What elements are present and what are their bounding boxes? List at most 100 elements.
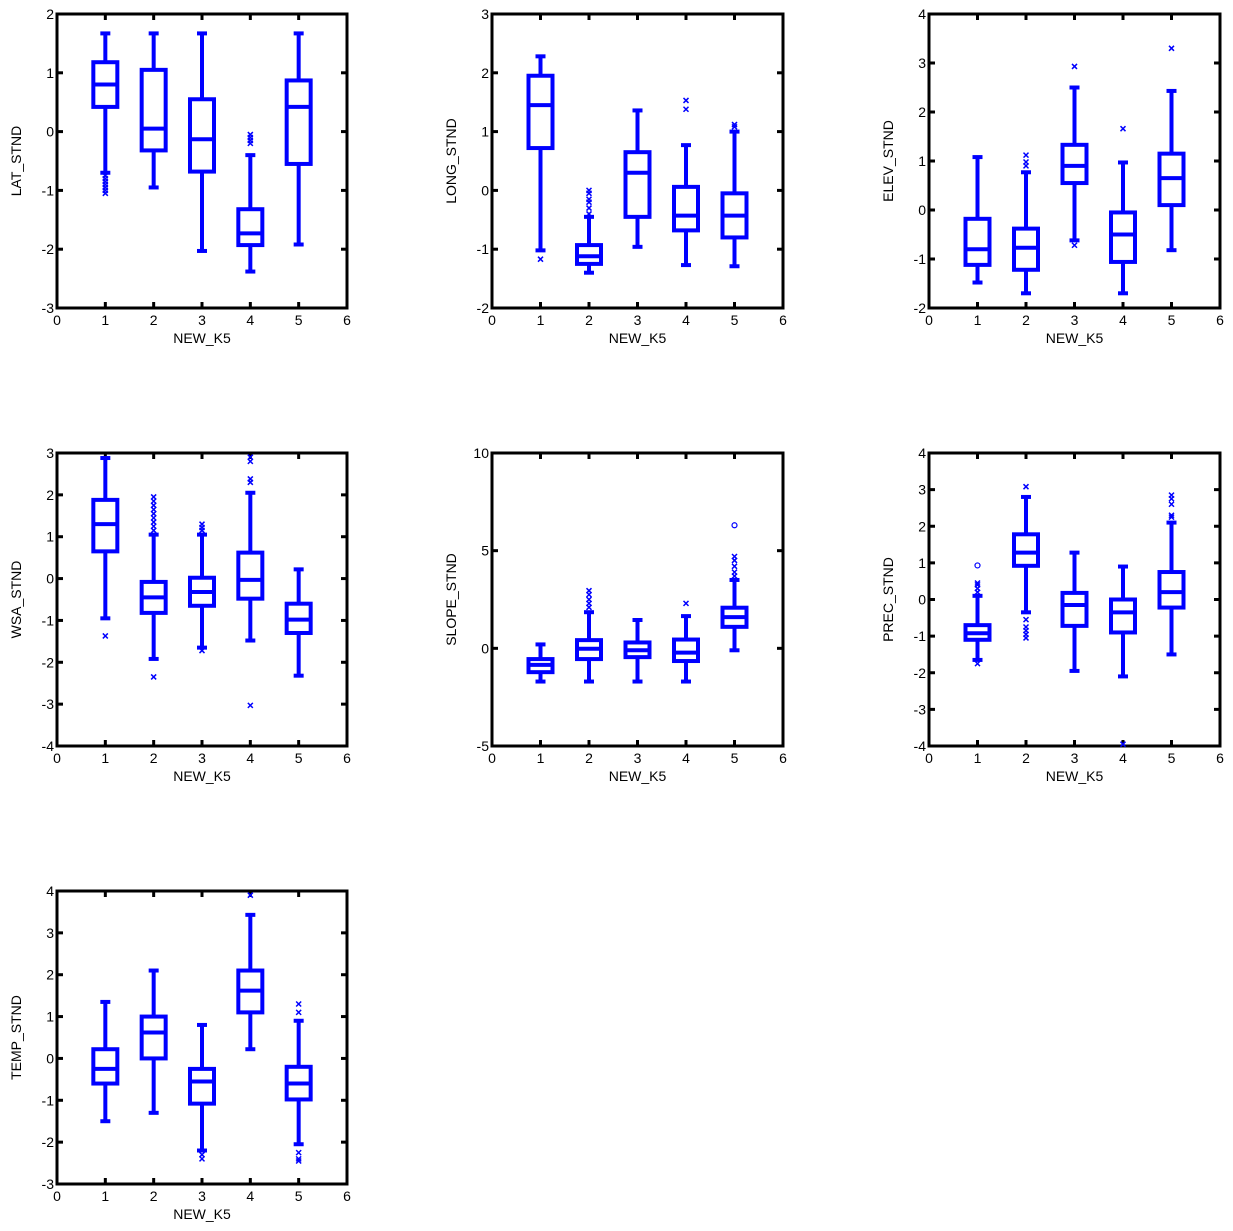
y-tick-label: -2 — [42, 654, 55, 670]
x-tick-label: 3 — [1071, 312, 1079, 328]
box-4 — [672, 97, 700, 268]
box-1 — [91, 999, 120, 1124]
outlier-point — [585, 187, 593, 194]
outlier-point — [198, 1155, 206, 1162]
x-tick-label: 3 — [198, 312, 206, 328]
y-tick-label: 4 — [46, 883, 54, 899]
y-tick-label: 1 — [46, 65, 54, 81]
x-tick-label: 0 — [488, 312, 496, 328]
iqr-box — [188, 1066, 216, 1106]
x-tick-label: 2 — [585, 750, 593, 766]
x-tick-label: 0 — [488, 750, 496, 766]
x-axis-label: NEW_K5 — [173, 768, 231, 784]
outlier-point — [247, 892, 254, 899]
x-tick-label: 1 — [101, 1188, 109, 1204]
outlier-point — [1168, 512, 1175, 519]
x-tick-label: 2 — [150, 1188, 158, 1204]
outlier-point — [295, 1155, 302, 1162]
outlier-point — [150, 673, 157, 680]
outlier-point — [1119, 741, 1127, 748]
iqr-box — [1109, 597, 1137, 635]
iqr-box — [91, 1047, 120, 1086]
outlier-point — [247, 475, 254, 482]
y-tick-label: 0 — [46, 124, 54, 140]
box-2 — [139, 968, 168, 1115]
y-tick-label: -2 — [914, 665, 927, 681]
outlier-point — [247, 702, 254, 709]
y-tick-label: 3 — [46, 445, 54, 461]
outlier-point — [974, 581, 981, 588]
box-3 — [623, 108, 652, 249]
x-tick-label: 2 — [1022, 312, 1030, 328]
outlier-point — [247, 140, 254, 147]
outlier-point — [1168, 501, 1175, 508]
x-tick-label: 2 — [150, 312, 158, 328]
box-3 — [623, 618, 652, 684]
box-5 — [1157, 492, 1186, 657]
x-tick-label: 5 — [731, 750, 739, 766]
y-tick-label: -4 — [914, 738, 927, 754]
outlier-point — [1022, 483, 1030, 490]
y-tick-label: -5 — [477, 738, 490, 754]
panel-7: 0 1 2 3 4 5 6 -3 -2 -1 0 1 2 3 4 NEW_K5 TEMP_STND — [8, 883, 351, 1222]
box-2 — [1012, 152, 1040, 296]
y-tick-label: -2 — [42, 241, 55, 257]
x-tick-label: 0 — [925, 750, 933, 766]
x-tick-label: 6 — [343, 750, 351, 766]
panel-2: 0 1 2 3 4 5 6 -2 -1 0 1 2 3 NEW_K5 LONG_STND — [443, 6, 787, 346]
box-3 — [188, 521, 216, 654]
box-5 — [284, 31, 313, 247]
x-tick-label: 6 — [343, 312, 351, 328]
panel-3: 0 1 2 3 4 5 6 -2 -1 0 1 2 3 4 NEW_K5 ELEV_STND — [880, 6, 1224, 346]
y-tick-label: 0 — [481, 182, 489, 198]
x-tick-label: 3 — [198, 1188, 206, 1204]
iqr-box — [1109, 210, 1137, 264]
box-2 — [139, 493, 168, 680]
y-tick-label: 0 — [481, 640, 489, 656]
y-tick-label: 1 — [46, 1009, 54, 1025]
outlier-point — [1168, 492, 1175, 499]
outlier-point — [731, 553, 738, 560]
y-tick-label: -1 — [42, 182, 55, 198]
x-tick-label: 6 — [779, 750, 787, 766]
x-tick-label: 6 — [779, 312, 787, 328]
x-tick-label: 0 — [53, 750, 61, 766]
outlier-point — [585, 587, 593, 594]
box-5 — [720, 121, 749, 269]
iqr-box — [672, 184, 700, 233]
x-axis-label: NEW_K5 — [1046, 768, 1104, 784]
box-3 — [1060, 63, 1089, 249]
y-tick-label: -1 — [914, 251, 927, 267]
outlier-point — [731, 569, 738, 576]
x-tick-label: 1 — [974, 312, 982, 328]
box-5 — [720, 522, 749, 653]
y-tick-label: 2 — [481, 65, 489, 81]
y-tick-label: -2 — [477, 300, 490, 316]
outlier-point — [1168, 514, 1175, 521]
box-2 — [575, 587, 603, 684]
x-axis-label: NEW_K5 — [1046, 330, 1104, 346]
box-5 — [284, 567, 313, 678]
x-tick-label: 1 — [101, 750, 109, 766]
iqr-box — [188, 97, 216, 174]
x-tick-label: 0 — [925, 312, 933, 328]
axes-frame — [55, 451, 349, 748]
outlier-point — [102, 190, 109, 197]
y-tick-label: 10 — [473, 445, 489, 461]
outlier-point — [731, 121, 738, 128]
y-tick-label: -1 — [914, 628, 927, 644]
y-tick-label: 2 — [46, 6, 54, 22]
y-axis-label: LAT_STND — [8, 126, 24, 197]
y-tick-label: -3 — [42, 1176, 55, 1192]
y-tick-label: 2 — [46, 487, 54, 503]
outlier-point — [585, 596, 593, 603]
box-4 — [236, 892, 265, 1052]
iqr-box — [139, 1014, 168, 1061]
y-tick-label: -4 — [42, 738, 55, 754]
x-tick-label: 5 — [731, 312, 739, 328]
x-tick-label: 5 — [1168, 312, 1176, 328]
outlier-point — [731, 563, 738, 570]
x-tick-label: 4 — [682, 750, 690, 766]
box-3 — [188, 31, 216, 253]
y-tick-label: -1 — [477, 241, 490, 257]
